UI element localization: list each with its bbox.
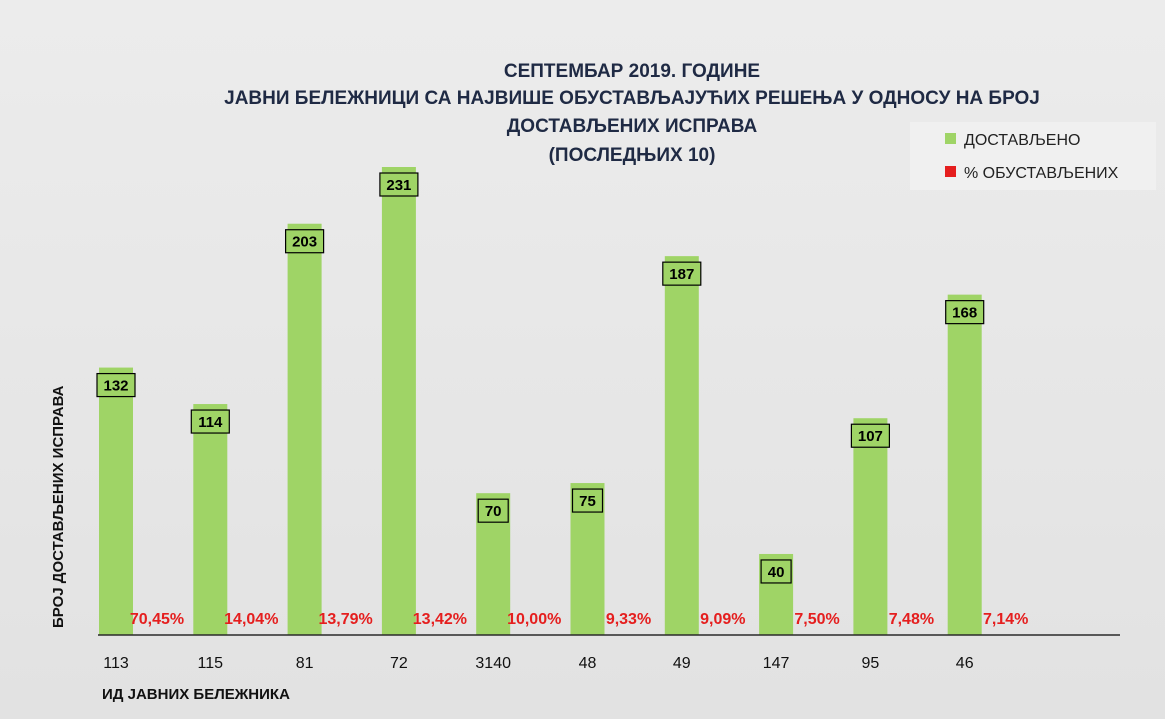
value-label-115: 114 — [198, 414, 223, 431]
legend-swatch-2 — [945, 166, 956, 177]
bar-81 — [287, 223, 322, 635]
x-tick-115: 115 — [198, 655, 224, 672]
x-tick-72: 72 — [390, 655, 408, 672]
value-label-box-46 — [945, 300, 985, 325]
x-tick-95: 95 — [862, 655, 880, 672]
value-label-49: 187 — [669, 266, 694, 283]
x-axis-title: ИД ЈАВНИХ БЕЛЕЖНИКА — [102, 686, 290, 703]
x-tick-49: 49 — [673, 655, 691, 672]
value-label-147: 40 — [768, 564, 785, 581]
percent-label-95: 7,48% — [889, 611, 934, 628]
chart-title: СЕПТЕМБАР 2019. ГОДИНЕ ЈАВНИ БЕЛЕЖНИЦИ СА… — [224, 61, 1040, 166]
value-label-72: 231 — [386, 177, 411, 194]
x-tick-81: 81 — [296, 655, 314, 672]
value-label-81: 203 — [292, 234, 317, 251]
title-line-2: ЈАВНИ БЕЛЕЖНИЦИ СА НАЈВИШЕ ОБУСТАВЉАЈУЋИ… — [224, 88, 1040, 109]
value-label-box-81 — [285, 229, 325, 254]
value-label-box-48 — [571, 488, 604, 513]
value-label-box-49 — [662, 261, 702, 286]
title-line-4: (ПОСЛЕДЊИХ 10) — [549, 145, 716, 166]
legend-label-1: ДОСТАВЉЕНО — [964, 132, 1080, 149]
bar-49 — [664, 256, 699, 635]
legend-label-2: % ОБУСТАВЉЕНИХ — [964, 165, 1119, 182]
value-label-46: 168 — [952, 305, 977, 322]
y-axis-title: БРОЈ ДОСТАВЉЕНИХ ИСПРАВА — [50, 385, 67, 628]
x-tick-46: 46 — [956, 655, 974, 672]
bar-115 — [193, 404, 228, 635]
bars: 132 114 203 231 70 75 187 40 107 168 — [96, 167, 985, 635]
percent-label-113: 70,45% — [130, 611, 184, 628]
x-tick-48: 48 — [579, 655, 597, 672]
percent-labels: 70,45% 14,04% 13,79% 13,42% 10,00% 9,33% 9,09%… — [130, 611, 1029, 628]
x-tick-3140: 3140 — [475, 655, 511, 672]
bar-72 — [381, 167, 416, 635]
bar-46 — [947, 294, 982, 635]
bar-95 — [853, 418, 888, 635]
value-label-3140: 70 — [485, 503, 502, 520]
percent-label-81: 13,79% — [318, 611, 372, 628]
value-label-box-147 — [760, 559, 792, 584]
value-label-box-72 — [379, 172, 419, 197]
x-tick-labels: 113 115 81 72 3140 48 49 147 95 46 — [103, 655, 973, 672]
percent-label-147: 7,50% — [794, 611, 839, 628]
value-label-95: 107 — [858, 428, 883, 445]
percent-label-46: 7,14% — [983, 611, 1028, 628]
bar-113 — [99, 367, 133, 635]
percent-label-48: 9,33% — [606, 611, 651, 628]
value-label-box-3140 — [477, 498, 509, 523]
percent-label-3140: 10,00% — [507, 611, 561, 628]
legend: ДОСТАВЉЕНО % ОБУСТАВЉЕНИХ — [910, 122, 1156, 190]
x-tick-147: 147 — [763, 655, 790, 672]
percent-label-115: 14,04% — [224, 611, 278, 628]
x-tick-113: 113 — [103, 655, 129, 672]
title-line-1: СЕПТЕМБАР 2019. ГОДИНЕ — [504, 61, 760, 82]
value-label-box-115 — [190, 409, 230, 434]
percent-label-49: 9,09% — [700, 611, 745, 628]
value-label-box-95 — [850, 423, 891, 448]
value-label-box-113 — [96, 372, 136, 398]
percent-label-72: 13,42% — [413, 611, 467, 628]
title-line-3: ДОСТАВЉЕНИХ ИСПРАВА — [507, 116, 758, 137]
legend-swatch-1 — [945, 133, 956, 144]
value-label-113: 132 — [103, 378, 128, 395]
value-label-48: 75 — [579, 493, 596, 510]
